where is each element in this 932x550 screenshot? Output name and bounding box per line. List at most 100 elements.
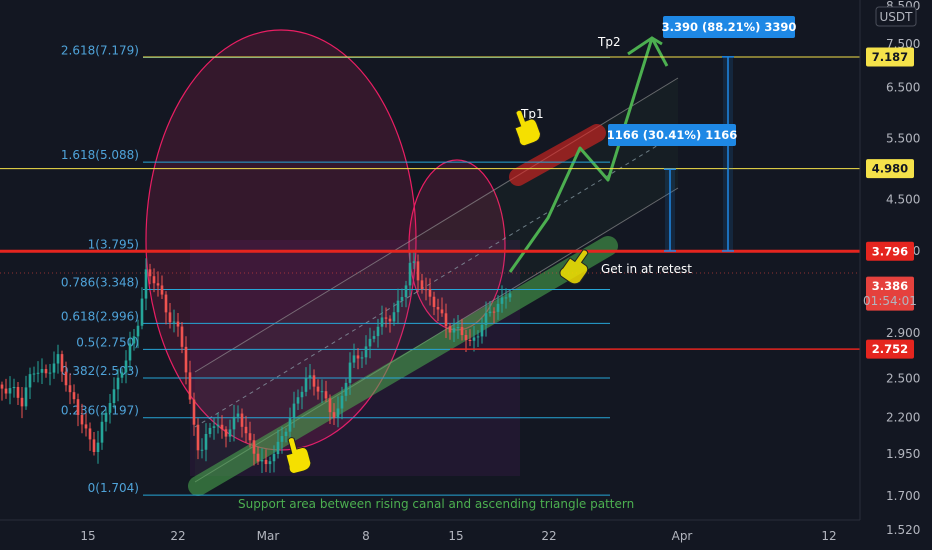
candle-body	[88, 428, 92, 440]
measure-tools: 3.390 (88.21%) 3390 1166 (30.41%) 1166	[607, 16, 796, 252]
price-tick-label: 5.500	[886, 131, 920, 145]
candle-body	[84, 424, 88, 429]
time-tick-label[interactable]: 15	[80, 529, 95, 543]
candle-body	[132, 336, 136, 344]
candle-body	[28, 374, 32, 388]
candle-body	[12, 386, 16, 389]
time-tick-label[interactable]: Apr	[672, 529, 693, 543]
candle-body	[92, 439, 96, 453]
candle-body	[452, 328, 456, 333]
candle-body	[500, 297, 504, 304]
candle-body	[460, 326, 464, 336]
candle-body	[4, 388, 8, 394]
candle-body	[20, 397, 24, 407]
candle-body	[328, 398, 332, 413]
candle-body	[164, 294, 168, 313]
fib-level-label: 2.618(7.179)	[61, 43, 139, 57]
candle-body	[40, 369, 44, 373]
candle-body	[156, 283, 160, 286]
candle-body	[436, 306, 440, 310]
candle-body	[108, 403, 112, 413]
candle-body	[56, 354, 60, 364]
candle-body	[176, 321, 180, 327]
target-zone-band	[509, 124, 606, 186]
candle-body	[276, 441, 280, 455]
tp1-label: Tp1	[520, 107, 544, 121]
pointing-hand-icon	[285, 437, 312, 475]
time-tick-label[interactable]: 15	[448, 529, 463, 543]
candle-body	[488, 311, 492, 314]
candle-body	[172, 321, 176, 323]
candle-body	[160, 285, 164, 295]
projected-path-arrowhead	[627, 36, 663, 56]
candle-body	[224, 429, 228, 437]
candle-body	[320, 391, 324, 393]
candle-body	[248, 433, 252, 441]
price-tick-label: 4.500	[886, 192, 920, 206]
price-badge	[866, 241, 914, 261]
candle-body	[128, 343, 132, 361]
measure-label-box	[663, 16, 795, 38]
candle-body	[336, 408, 340, 418]
candle-body	[256, 453, 260, 462]
candle-body	[124, 360, 128, 373]
candle-body	[32, 373, 36, 375]
price-tick-label: 2.200	[886, 410, 920, 424]
large-pattern-ellipse	[145, 29, 417, 451]
candle-body	[292, 403, 296, 418]
candle-body	[388, 318, 392, 322]
candle-body	[80, 414, 84, 425]
candle-body	[228, 429, 232, 437]
candle-body	[380, 317, 384, 327]
candle-body	[356, 355, 360, 359]
price-tick-label: 2.500	[886, 371, 920, 385]
candle-body	[188, 372, 192, 400]
candle-body	[240, 413, 244, 427]
time-tick-label[interactable]: Mar	[257, 529, 280, 543]
candle-body	[504, 297, 508, 299]
fib-level-label: 0.5(2.750)	[76, 335, 139, 349]
candle-body	[204, 433, 208, 450]
candle-body	[284, 431, 288, 437]
candle-body	[296, 397, 300, 404]
candle-body	[236, 413, 240, 417]
pointing-hand-icon	[514, 109, 541, 147]
price-badge	[866, 339, 914, 359]
time-tick-label[interactable]: 8	[362, 529, 370, 543]
price-badge	[866, 47, 914, 67]
countdown-label: 01:54:01	[863, 294, 917, 308]
candle-body	[68, 385, 72, 393]
candle-body	[208, 427, 212, 434]
candle-body	[348, 362, 352, 383]
candle-body	[144, 269, 148, 299]
candle-body	[36, 372, 40, 374]
analysis-drawings	[0, 29, 860, 496]
candle-body	[100, 421, 104, 443]
candle-body	[60, 354, 64, 372]
price-badge-label: 7.187	[872, 50, 908, 64]
candle-body	[468, 340, 472, 342]
candle-body	[72, 392, 76, 400]
price-axis-panel[interactable]	[860, 0, 932, 550]
time-tick-label[interactable]: 22	[170, 529, 185, 543]
candle-body	[252, 440, 256, 454]
candle-body	[244, 426, 248, 434]
candle-body	[420, 280, 424, 290]
candle-body	[180, 326, 184, 347]
time-axis-ticks[interactable]: 15 22 Mar 8 15 22 Apr 12	[80, 529, 836, 543]
candle-body	[16, 386, 20, 398]
price-tick-label: 2.900	[886, 326, 920, 340]
candle-body	[288, 417, 292, 432]
price-badge-label: 3.796	[872, 244, 908, 258]
fib-level-label: 0.236(2.197)	[61, 404, 139, 418]
candle-body	[312, 375, 316, 387]
candle-body	[148, 269, 152, 277]
candle-body	[440, 309, 444, 314]
candle-body	[304, 378, 308, 392]
time-tick-label[interactable]: 22	[541, 529, 556, 543]
currency-button[interactable]: USDT	[875, 6, 917, 27]
candle-body	[272, 454, 276, 462]
time-tick-label[interactable]: 12	[821, 529, 836, 543]
